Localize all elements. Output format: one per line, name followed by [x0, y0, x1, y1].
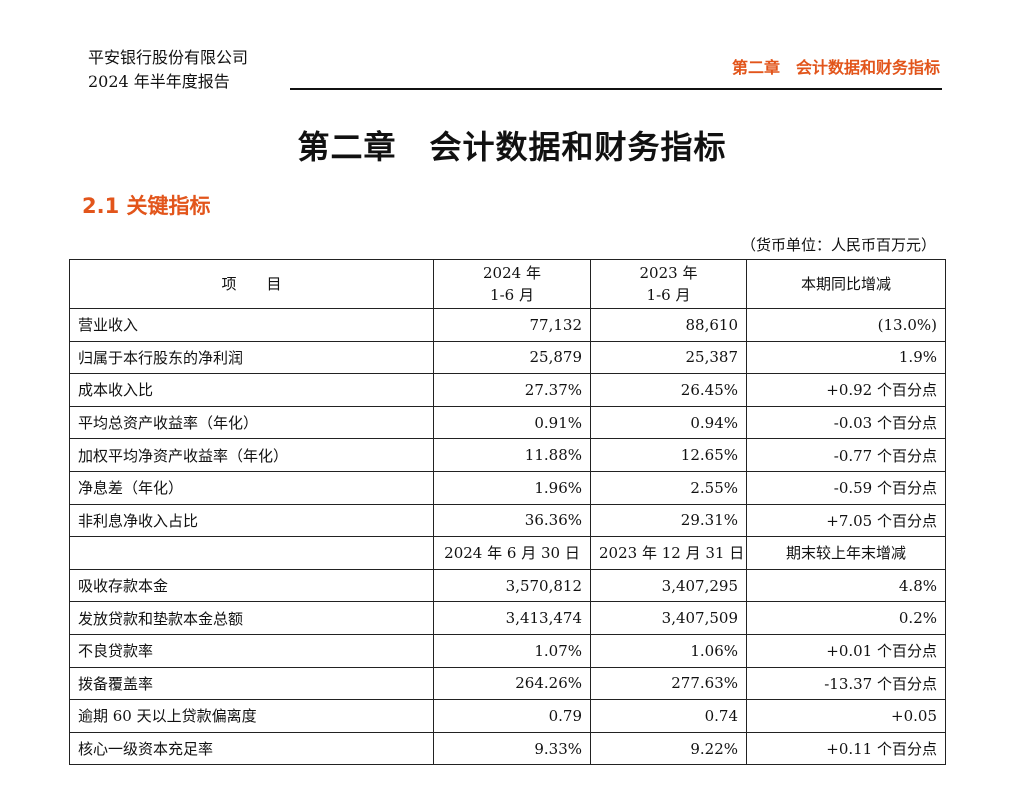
value-2024: 264.26% [433, 666, 591, 701]
row-label: 不良贷款率 [69, 633, 434, 668]
change-value: 4.8% [746, 568, 946, 603]
subheader-2024-date: 2024 年 6 月 30 日 [433, 536, 591, 570]
table-row: 拨备覆盖率 264.26% 277.63% -13.37 个百分点 [69, 666, 946, 701]
row-label: 核心一级资本充足率 [69, 731, 434, 766]
change-value: +0.11 个百分点 [746, 731, 946, 766]
header-2023-year: 2023 年 [639, 264, 698, 282]
table-row: 不良贷款率 1.07% 1.06% +0.01 个百分点 [69, 633, 946, 668]
value-2023: 26.45% [590, 373, 747, 407]
row-label: 成本收入比 [69, 373, 434, 407]
table-row: 加权平均净资产收益率（年化） 11.88% 12.65% -0.77 个百分点 [69, 438, 946, 472]
key-indicators-table: 项 目 2024 年 1-6 月 2023 年 1-6 月 本期同比增减 营业收… [69, 259, 946, 766]
change-value: -0.77 个百分点 [746, 438, 946, 472]
change-value: 0.2% [746, 601, 946, 635]
value-2023: 29.31% [590, 503, 747, 538]
table-row: 营业收入 77,132 88,610 (13.0%) [69, 308, 946, 342]
value-2023: 0.74 [590, 699, 747, 733]
section-title: 2.1 关键指标 [82, 194, 211, 218]
value-2023: 277.63% [590, 666, 747, 701]
table-subheader-row: 2024 年 6 月 30 日 2023 年 12 月 31 日期末较上年末增减 [69, 536, 946, 570]
table-row: 平均总资产收益率（年化） 0.91% 0.94% -0.03 个百分点 [69, 405, 946, 440]
value-2024: 3,413,474 [433, 601, 591, 635]
table-row: 成本收入比 27.37% 26.45% +0.92 个百分点 [69, 373, 946, 407]
subheader-blank [69, 536, 434, 570]
value-2024: 3,570,812 [433, 568, 591, 603]
value-2023: 1.06% [590, 633, 747, 668]
row-label: 净息差（年化） [69, 470, 434, 505]
value-2023: 25,387 [590, 340, 747, 375]
table-row: 非利息净收入占比 36.36% 29.31% +7.05 个百分点 [69, 503, 946, 538]
change-value: -13.37 个百分点 [746, 666, 946, 701]
row-label: 发放贷款和垫款本金总额 [69, 601, 434, 635]
value-2023: 0.94% [590, 405, 747, 440]
header-yoy-change: 本期同比增减 [746, 259, 946, 309]
value-2023: 3,407,295 [590, 568, 747, 603]
change-value: (13.0%) [746, 308, 946, 342]
row-label: 吸收存款本金 [69, 568, 434, 603]
header-2023-h1: 2023 年 1-6 月 [590, 259, 747, 309]
row-label: 非利息净收入占比 [69, 503, 434, 538]
table-row: 逾期 60 天以上贷款偏离度 0.79 0.74 +0.05 [69, 699, 946, 733]
change-value: +0.05 [746, 699, 946, 733]
value-2023: 88,610 [590, 308, 747, 342]
chapter-title: 第二章 会计数据和财务指标 [297, 128, 727, 166]
row-label: 逾期 60 天以上贷款偏离度 [69, 699, 434, 733]
table-row: 净息差（年化） 1.96% 2.55% -0.59 个百分点 [69, 470, 946, 505]
row-label: 平均总资产收益率（年化） [69, 405, 434, 440]
value-2024: 1.07% [433, 633, 591, 668]
value-2024: 25,879 [433, 340, 591, 375]
value-2024: 27.37% [433, 373, 591, 407]
header-divider [290, 88, 942, 90]
value-2024: 77,132 [433, 308, 591, 342]
value-2023: 2.55% [590, 470, 747, 505]
change-value: 1.9% [746, 340, 946, 375]
header-2024-period: 1-6 月 [490, 286, 534, 304]
row-label: 加权平均净资产收益率（年化） [69, 438, 434, 472]
header-2024-h1: 2024 年 1-6 月 [433, 259, 591, 309]
value-2023: 9.22% [590, 731, 747, 766]
change-value: -0.59 个百分点 [746, 470, 946, 505]
value-2023: 12.65% [590, 438, 747, 472]
header-item: 项 目 [69, 259, 434, 309]
value-2024: 0.91% [433, 405, 591, 440]
table-row: 核心一级资本充足率 9.33% 9.22% +0.11 个百分点 [69, 731, 946, 766]
header-2023-period: 1-6 月 [646, 286, 691, 304]
value-2024: 9.33% [433, 731, 591, 766]
subheader-2023-date: 2023 年 12 月 31 日 [590, 536, 747, 570]
header-2024-year: 2024 年 [483, 264, 541, 282]
table-row: 发放贷款和垫款本金总额 3,413,474 3,407,509 0.2% [69, 601, 946, 635]
row-label: 营业收入 [69, 308, 434, 342]
row-label: 拨备覆盖率 [69, 666, 434, 701]
chapter-tag: 第二章 会计数据和财务指标 [731, 58, 940, 77]
company-name: 平安银行股份有限公司 [88, 48, 249, 67]
table-row: 吸收存款本金 3,570,812 3,407,295 4.8% [69, 568, 946, 603]
table-row: 归属于本行股东的净利润 25,879 25,387 1.9% [69, 340, 946, 375]
row-label: 归属于本行股东的净利润 [69, 340, 434, 375]
page-header-left: 平安银行股份有限公司 2024 年半年度报告 [88, 46, 248, 94]
change-value: +7.05 个百分点 [746, 503, 946, 538]
value-2023: 3,407,509 [590, 601, 747, 635]
currency-unit: （货币单位：人民币百万元） [740, 236, 936, 254]
change-value: +0.01 个百分点 [746, 633, 946, 668]
subheader-change: 期末较上年末增减 [746, 536, 946, 570]
change-value: +0.92 个百分点 [746, 373, 946, 407]
value-2024: 0.79 [433, 699, 591, 733]
value-2024: 11.88% [433, 438, 591, 472]
change-value: -0.03 个百分点 [746, 405, 946, 440]
value-2024: 36.36% [433, 503, 591, 538]
value-2024: 1.96% [433, 470, 591, 505]
table-header-row: 项 目 2024 年 1-6 月 2023 年 1-6 月 本期同比增减 [69, 259, 946, 309]
report-name: 2024 年半年度报告 [88, 72, 230, 91]
